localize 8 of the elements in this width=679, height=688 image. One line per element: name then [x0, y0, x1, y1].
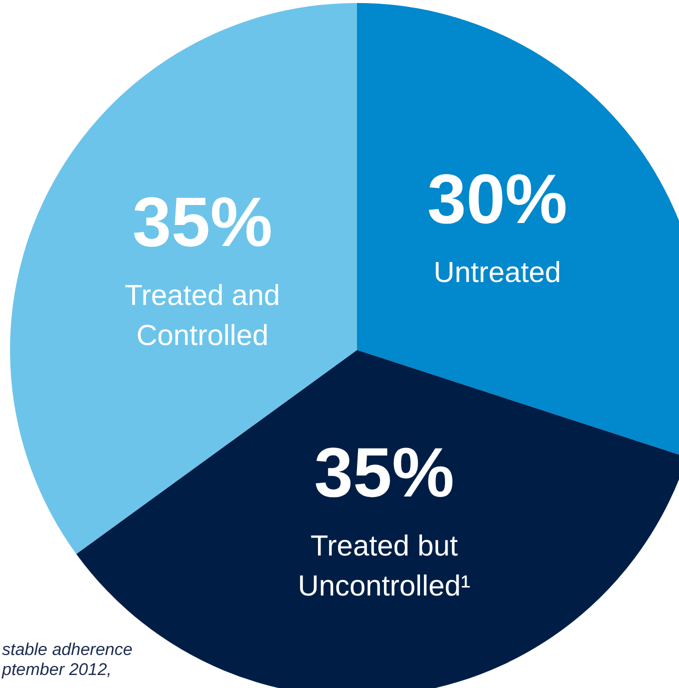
- slice-label: Untreated: [434, 257, 562, 290]
- text: ptember 2012,: [2, 660, 113, 680]
- text: stable adherence: [2, 640, 132, 660]
- slice-label: Treated and Controlled: [124, 280, 280, 352]
- slice-label: Treated but Uncontrolled¹: [298, 530, 471, 602]
- data-label: 35%: [132, 183, 272, 262]
- data-label: 35%: [314, 433, 454, 512]
- data-label: 30%: [427, 160, 568, 238]
